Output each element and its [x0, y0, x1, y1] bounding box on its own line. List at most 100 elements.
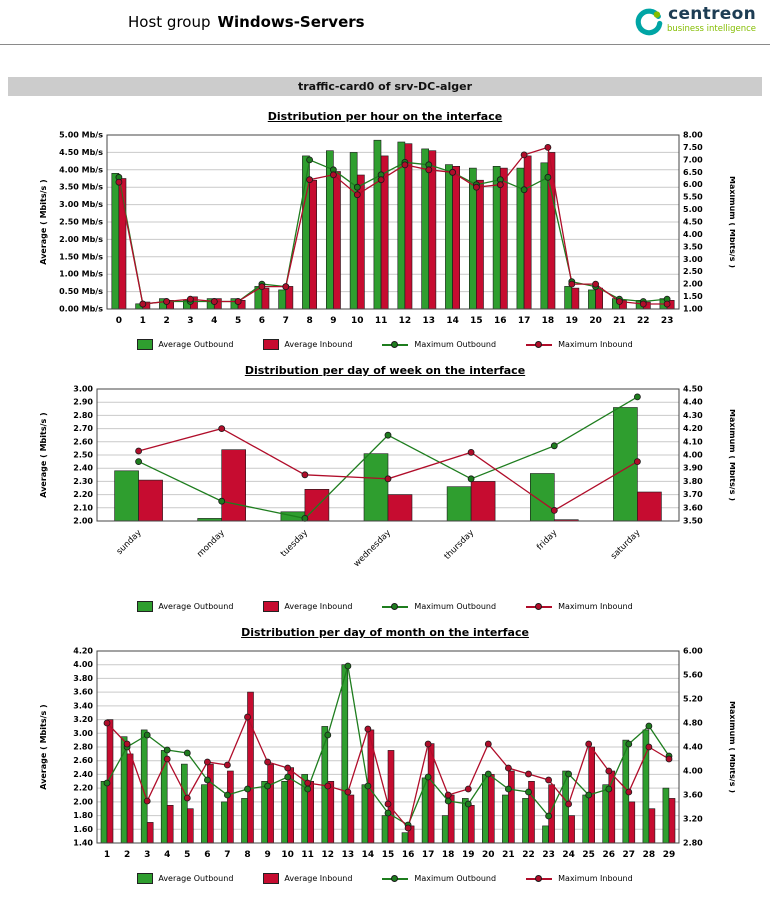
svg-text:3.50 Mb/s: 3.50 Mb/s [59, 183, 103, 192]
svg-text:15: 15 [470, 316, 483, 326]
svg-text:9: 9 [330, 316, 336, 326]
svg-text:22: 22 [522, 850, 535, 860]
svg-text:13: 13 [342, 850, 355, 860]
monthday-chart-legend: Average Outbound Average Inbound Maximum… [0, 873, 770, 884]
svg-text:2.00: 2.00 [73, 797, 93, 806]
max-outbound-line-icon [382, 603, 409, 610]
svg-text:4.50: 4.50 [683, 385, 703, 394]
avg-outbound-swatch [137, 873, 154, 884]
svg-text:1: 1 [140, 316, 146, 326]
svg-text:12: 12 [322, 850, 335, 860]
max-outbound-line-icon [382, 341, 409, 348]
svg-text:10: 10 [351, 316, 364, 326]
svg-text:4.10: 4.10 [683, 437, 703, 446]
svg-text:5: 5 [184, 850, 190, 860]
svg-text:5.00 Mb/s: 5.00 Mb/s [59, 131, 103, 140]
svg-text:2.80: 2.80 [73, 743, 93, 752]
svg-text:2.40: 2.40 [73, 464, 93, 473]
monthday-chart-title: Distribution per day of month on the int… [241, 626, 529, 639]
svg-text:Maximum ( Mbits/s ): Maximum ( Mbits/s ) [728, 701, 735, 793]
weekday-chart-canvas: 2.00 2.10 2.20 2.30 2.40 2.50 2.60 2.70 2.80 2.90… [35, 379, 737, 601]
svg-text:1: 1 [104, 850, 110, 860]
svg-text:4.30: 4.30 [683, 411, 703, 420]
svg-text:23: 23 [542, 850, 555, 860]
svg-text:2.10: 2.10 [73, 503, 93, 512]
svg-text:4.00: 4.00 [683, 451, 703, 460]
centreon-logo-icon [635, 8, 663, 36]
svg-text:3.00: 3.00 [73, 385, 93, 394]
svg-text:4.00: 4.00 [683, 767, 703, 776]
svg-text:11: 11 [301, 850, 314, 860]
svg-text:5.00: 5.00 [683, 205, 703, 214]
chart-section-hour: Distribution per hour on the interface 0… [0, 110, 770, 350]
svg-text:2.80: 2.80 [683, 839, 703, 848]
svg-text:2.20: 2.20 [73, 490, 93, 499]
svg-text:28: 28 [643, 850, 656, 860]
svg-text:3.40: 3.40 [73, 701, 93, 710]
legend-label: Average Outbound [158, 874, 234, 883]
svg-text:15: 15 [382, 850, 395, 860]
svg-text:5.50: 5.50 [683, 193, 703, 202]
svg-text:2.60: 2.60 [73, 756, 93, 765]
svg-text:2: 2 [163, 316, 169, 326]
svg-text:18: 18 [442, 850, 455, 860]
svg-text:2.50: 2.50 [683, 267, 703, 276]
centreon-wordmark: centreon [668, 4, 756, 24]
svg-text:7: 7 [224, 850, 230, 860]
svg-text:26: 26 [603, 850, 616, 860]
svg-text:3.20: 3.20 [683, 815, 703, 824]
svg-text:2.50 Mb/s: 2.50 Mb/s [59, 218, 103, 227]
svg-text:4: 4 [211, 316, 217, 326]
avg-inbound-swatch [263, 601, 280, 612]
svg-text:thursday: thursday [443, 528, 477, 562]
svg-text:8: 8 [244, 850, 250, 860]
svg-text:23: 23 [661, 316, 674, 326]
svg-text:14: 14 [362, 850, 375, 860]
svg-text:8.00: 8.00 [683, 131, 703, 140]
chart-section-monthday: Distribution per day of month on the int… [0, 626, 770, 884]
legend-avg-inbound: Average Inbound [263, 339, 352, 350]
svg-text:2.00 Mb/s: 2.00 Mb/s [59, 235, 103, 244]
svg-text:3.60: 3.60 [73, 688, 93, 697]
legend-label: Average Inbound [284, 340, 353, 349]
svg-text:21: 21 [613, 316, 626, 326]
svg-text:4.20: 4.20 [73, 647, 93, 656]
svg-text:27: 27 [623, 850, 636, 860]
svg-text:16: 16 [494, 316, 507, 326]
svg-text:6: 6 [204, 850, 210, 860]
svg-text:2: 2 [124, 850, 130, 860]
svg-text:Average ( Mbits/s ): Average ( Mbits/s ) [39, 179, 48, 264]
svg-text:2.80: 2.80 [73, 411, 93, 420]
legend-avg-inbound: Average Inbound [263, 873, 352, 884]
svg-text:16: 16 [402, 850, 415, 860]
svg-text:29: 29 [663, 850, 676, 860]
svg-text:2.70: 2.70 [73, 424, 93, 433]
report-header: Host group Windows-Servers centreon busin… [0, 0, 770, 45]
svg-text:3.60: 3.60 [683, 791, 703, 800]
legend-avg-outbound: Average Outbound [137, 873, 233, 884]
max-inbound-line-icon [526, 875, 553, 882]
svg-text:18: 18 [542, 316, 555, 326]
svg-text:Maximum ( Mbits/s ): Maximum ( Mbits/s ) [728, 176, 735, 268]
svg-text:0.50 Mb/s: 0.50 Mb/s [59, 287, 103, 296]
chart-section-weekday: Distribution per day of week on the inte… [0, 364, 770, 612]
svg-text:2.20: 2.20 [73, 784, 93, 793]
svg-text:3.50: 3.50 [683, 242, 703, 251]
svg-text:20: 20 [482, 850, 495, 860]
svg-text:20: 20 [589, 316, 602, 326]
weekday-chart-title: Distribution per day of week on the inte… [244, 364, 526, 377]
legend-label: Average Outbound [158, 340, 234, 349]
svg-text:3.00: 3.00 [683, 255, 703, 264]
svg-text:2.00: 2.00 [73, 517, 93, 526]
svg-text:21: 21 [502, 850, 515, 860]
svg-text:Maximum ( Mbits/s ): Maximum ( Mbits/s ) [728, 409, 735, 501]
svg-text:22: 22 [637, 316, 650, 326]
svg-text:3.90: 3.90 [683, 464, 703, 473]
avg-outbound-swatch [137, 601, 154, 612]
legend-label: Maximum Inbound [558, 602, 633, 611]
svg-text:4.00: 4.00 [683, 230, 703, 239]
svg-text:4.40: 4.40 [683, 398, 703, 407]
legend-max-inbound: Maximum Inbound [526, 602, 633, 611]
card-title: traffic-card0 of srv-DC-alger [297, 80, 473, 93]
svg-text:2.60: 2.60 [73, 437, 93, 446]
